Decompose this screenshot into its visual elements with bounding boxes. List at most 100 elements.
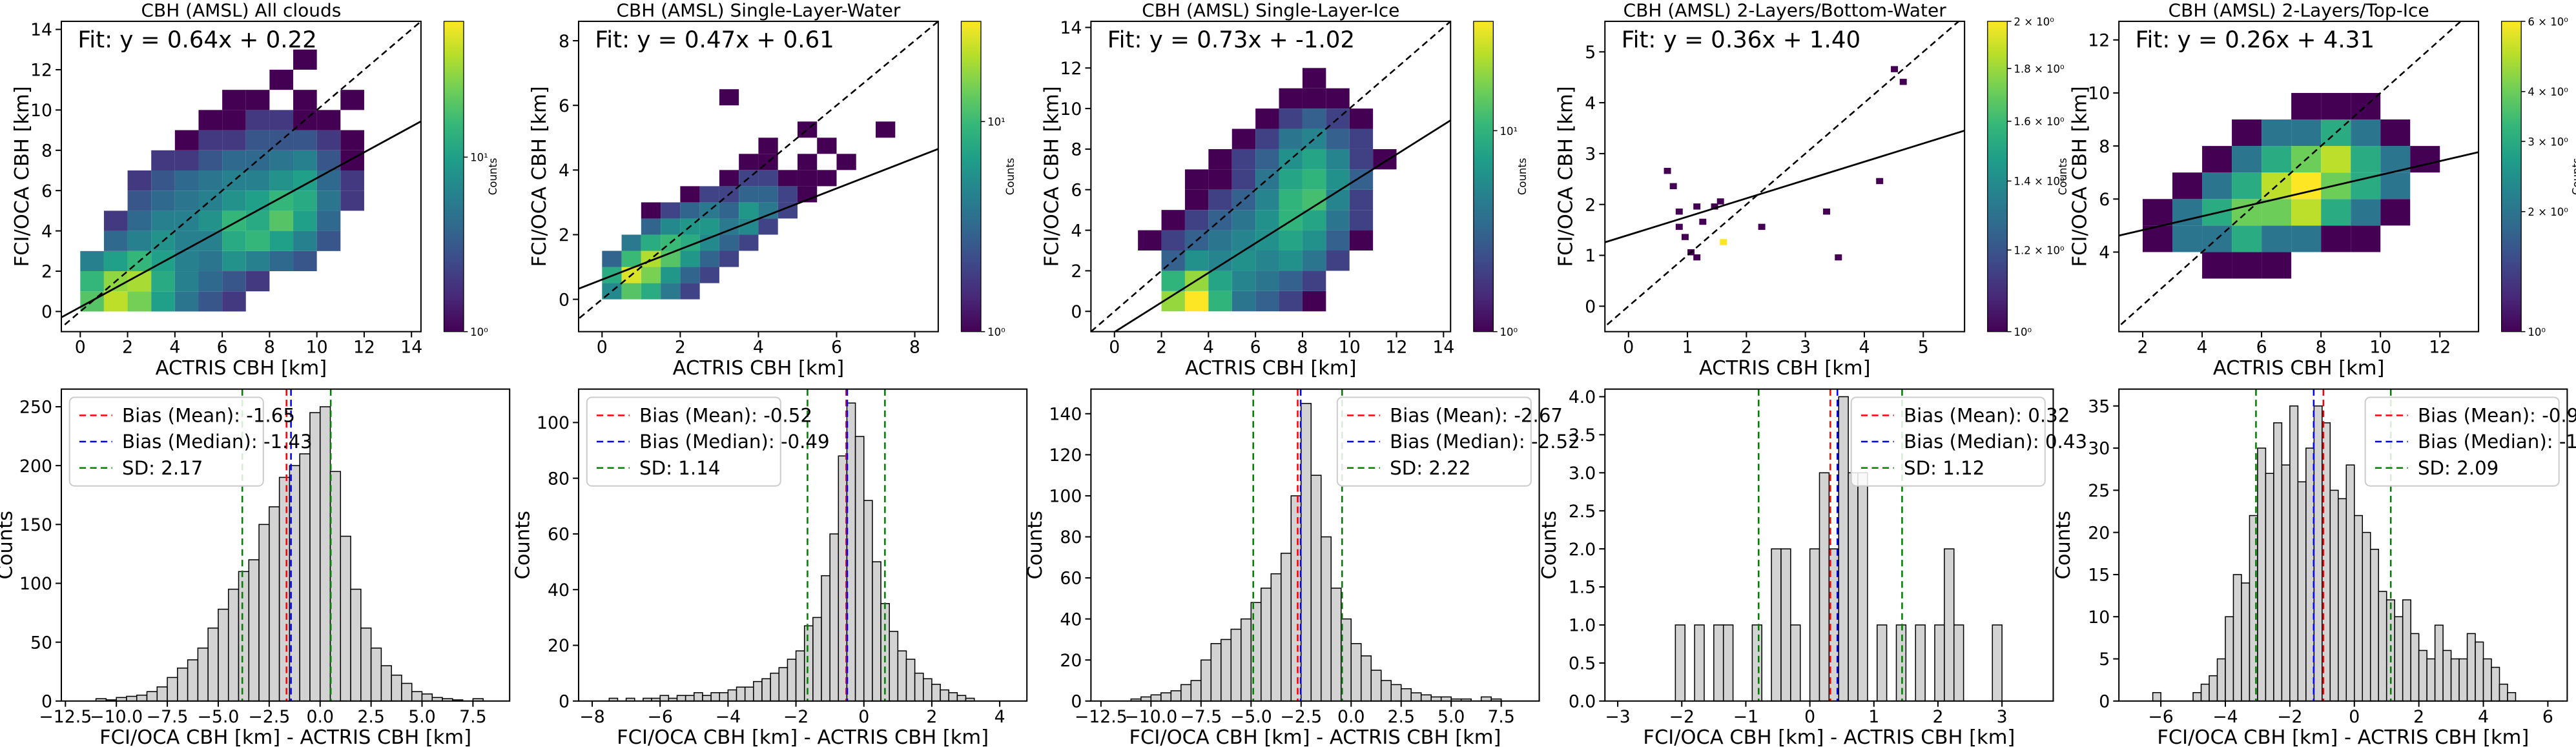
heatmap-cell (778, 170, 798, 187)
y-tick-label: 2 (1071, 261, 1082, 281)
heatmap-cell (1720, 239, 1727, 245)
y-tick-label: 250 (19, 398, 52, 418)
histogram-bar (2265, 473, 2274, 702)
heatmap-cell (174, 271, 199, 292)
y-tick-label: 4 (1071, 221, 1082, 241)
histogram-panel: −3 −2 −1 0 1 2 3 0.0 0.5 1.0 1.5 2.0 2.5 3.0 3.5 4.0 FCI… (1538, 387, 2087, 747)
histogram-bar (1190, 680, 1202, 702)
heatmap-cell (1349, 108, 1374, 129)
y-tick-label: 0 (41, 691, 52, 711)
fit-line (578, 148, 938, 290)
histogram-bar (238, 571, 250, 702)
histogram-bar (1330, 588, 1342, 702)
y-tick-label: 40 (548, 580, 570, 600)
heatmap-cell (2351, 225, 2381, 252)
histogram-bar (2354, 515, 2364, 702)
x-tick-label: 5.0 (1437, 707, 1465, 727)
heatmap-cell (293, 210, 317, 231)
x-tick-label: 10 (1339, 338, 1361, 358)
histogram-bar (2450, 658, 2460, 702)
heatmap-cell (198, 170, 223, 191)
x-tick-label: −6 (2148, 707, 2173, 727)
heatmap-cell (2380, 172, 2411, 200)
x-tick-label: 12 (2429, 338, 2451, 358)
heatmap-cell (621, 251, 641, 267)
histogram-bar (1230, 628, 1242, 702)
heatmap-cell (1279, 251, 1303, 271)
heatmap-cell (1302, 251, 1326, 271)
histogram-bar (370, 647, 382, 702)
heatmap-cell (758, 218, 778, 235)
heatmap-panel: Fit: y = 0.36x + 1.40 CBH (AMSL) 2-Layers… (1554, 0, 2068, 380)
y-tick-label: 2.5 (1569, 502, 1596, 522)
heatmap-cell (2351, 199, 2381, 226)
heatmap-cell (151, 271, 175, 292)
histogram-bar (360, 627, 372, 702)
histogram-bar (1210, 643, 1222, 702)
histogram-bar (787, 659, 797, 702)
histogram-bar (269, 506, 280, 702)
x-axis-label: ACTRIS CBH [km] (1185, 357, 1357, 380)
x-tick-label: 6 (1250, 338, 1261, 358)
heatmap-cell (245, 170, 270, 191)
legend-label: Bias (Median): -2.52 (1390, 431, 1580, 453)
colorbar-tick-label: 2 × 10⁰ (2528, 206, 2568, 218)
histogram-bar (940, 689, 949, 702)
y-tick-label: 0 (1071, 302, 1082, 322)
histogram-bar (2475, 641, 2484, 702)
y-tick-label: 2.0 (1569, 540, 1596, 560)
colorbar-tick-label: 2 × 10⁰ (2014, 15, 2054, 28)
histogram-bar (1915, 624, 1926, 702)
heatmap-cell (1184, 251, 1209, 271)
histogram-bar (1809, 548, 1820, 702)
x-tick-label: −4 (716, 707, 741, 727)
colorbar-label: Counts (487, 158, 499, 196)
heatmap-cell (641, 267, 661, 283)
histogram-bar (380, 665, 392, 702)
heatmap-cell (222, 251, 246, 272)
identity-line (61, 21, 421, 329)
y-tick-label: 14 (30, 20, 52, 40)
heatmap-cell (80, 271, 104, 292)
y-axis-label: Counts (0, 511, 17, 579)
heatmap-cell (2262, 225, 2292, 252)
y-tick-label: 60 (1060, 569, 1082, 589)
x-tick-label: 8 (264, 338, 275, 358)
legend-label: Bias (Mean): 0.32 (1904, 405, 2070, 427)
heatmap-cell (1693, 203, 1701, 210)
x-tick-label: 2.5 (1387, 707, 1414, 727)
histogram-bar (411, 691, 423, 702)
heatmap-cell (661, 218, 681, 235)
heatmap-cell (2232, 146, 2262, 173)
heatmap-cell (1231, 189, 1256, 210)
histogram-bar (803, 625, 814, 702)
histogram-bar (923, 678, 933, 702)
plot-area (61, 21, 421, 329)
heatmap-cell (2321, 225, 2351, 252)
heatmap-cell (1664, 167, 1671, 174)
heatmap-cell (1326, 128, 1350, 149)
histogram-panel: −12.5−10.0 −7.5 −5.0 −2.5 0.0 2.5 5.0 7.5 0 50 100… (0, 388, 511, 747)
histogram-bar (2466, 633, 2476, 702)
heatmap-cell (758, 170, 778, 187)
y-tick-label: 0 (2099, 691, 2110, 711)
legend-label: SD: 1.14 (639, 457, 720, 479)
legend-label: SD: 2.22 (1390, 457, 1470, 479)
x-tick-label: 10 (306, 338, 328, 358)
histogram-bar (1310, 475, 1322, 702)
y-tick-label: 2 (41, 262, 52, 282)
x-tick-label: 7.5 (1487, 707, 1514, 727)
histogram-bar (2458, 658, 2468, 702)
heatmap-cell (1326, 230, 1350, 251)
x-tick-label: 2 (675, 338, 686, 358)
heatmap-cell (198, 251, 223, 272)
histogram-bar (914, 672, 924, 702)
heatmap-cell (1693, 254, 1701, 261)
histogram-bar (744, 686, 754, 702)
heatmap-cell (758, 138, 778, 154)
histogram-bar (2273, 422, 2283, 702)
y-tick-label: 10 (30, 101, 52, 121)
heatmap-cell (661, 267, 681, 283)
heatmap-cell (245, 90, 270, 110)
